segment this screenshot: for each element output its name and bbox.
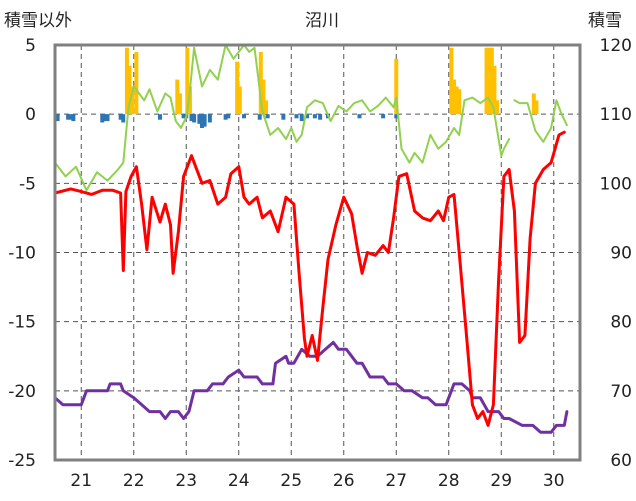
precip_pos-bar [134,51,139,115]
right-tick-label: 120 [600,36,632,56]
x-tick-label: 30 [543,471,565,491]
precip_neg-bar [197,114,202,124]
precip_neg-bar [312,114,317,119]
precip_pos-bar [261,79,266,115]
precip_neg-bar [226,114,231,119]
precip_neg-bar [242,114,246,119]
precip_pos-bar [124,47,129,115]
right-tick-labels: 120 110 100 90 80 70 60 [600,36,632,471]
precip_pos-bar [177,93,182,115]
precip_neg-bar [189,114,194,122]
x-tick-label: 22 [123,471,145,491]
chart-title: 沼川 [305,11,339,31]
left-tick-labels: 5 0 -5 -10 -15 -20 -25 [8,36,36,471]
precip_neg-bar [294,114,299,119]
precip_neg-bar [100,114,105,123]
precip_pos-bar [452,79,456,115]
precip_neg-bar [200,114,204,128]
precip_neg-bar [381,114,386,119]
left-tick-label: -25 [8,451,36,471]
right-tick-label: 100 [600,174,632,194]
right-tick-label: 110 [600,105,632,125]
left-tick-label: -20 [8,382,36,402]
left-tick-label: 5 [25,36,36,56]
precip_neg-bar [68,114,73,120]
precip_pos-bar [495,100,500,115]
precip_neg-bar [105,114,110,122]
precip_pos-bar [531,93,536,115]
x-tick-labels: 21 22 23 24 25 26 27 28 29 30 [70,471,564,491]
x-tick-label: 26 [333,471,355,491]
precip_pos-bar [264,100,269,115]
x-tick-label: 24 [228,471,250,491]
precip_neg-bar [66,114,71,120]
precip_pos-bar [492,65,497,115]
precip_neg-bar [394,114,399,119]
precip_pos-bar [237,86,242,115]
precip_neg-bar [207,114,212,123]
precip_pos-bar [454,86,459,115]
precip_pos-bar [187,86,192,115]
precip_pos-bar [235,61,240,115]
precip_neg-bar [118,114,123,120]
precip_neg-bar [318,114,323,120]
plot-frame [53,43,582,462]
precip_pos-bar [457,89,462,115]
precip_pos-bar [175,79,180,115]
precip_pos-bar [534,100,539,115]
precip_pos-bar [484,47,489,115]
precip_neg-bar [265,114,270,119]
x-tick-label: 25 [280,471,302,491]
left-tick-label: -10 [8,244,36,264]
precip_pos-bar [394,58,399,115]
right-tick-label: 90 [610,244,632,264]
precip_neg-bar [223,114,228,120]
temperature-line [53,130,566,427]
precip_pos-bar [127,65,132,115]
precip_neg-bar [357,114,362,119]
precip-bars [55,47,539,128]
precip_pos-bar [487,47,492,115]
precip_neg-bar [158,114,162,120]
precip_neg-bar [305,114,309,119]
x-tick-label: 21 [70,471,92,491]
precip_neg-bar [281,114,286,120]
x-tick-label: 28 [438,471,460,491]
snow_depth-line [53,340,569,434]
precip_neg-bar [55,114,60,122]
precip_pos-bar [130,86,135,115]
precip_neg-bar [121,114,126,123]
left-tick-label: 0 [25,105,36,125]
humidity-line [513,99,568,143]
right-tick-label: 60 [610,451,632,471]
precip_pos-bar [449,47,454,115]
left-tick-label: -15 [8,313,36,333]
x-tick-label: 23 [175,471,197,491]
precip_neg-bar [257,114,262,120]
right-tick-label: 70 [610,382,632,402]
precip_pos-bar [489,47,494,115]
left-axis-label: 積雪以外 [4,11,72,31]
x-tick-label: 27 [385,471,407,491]
precip_neg-bar [102,114,107,122]
precip_neg-bar [192,114,197,123]
right-axis-label: 積雪 [588,11,622,31]
precip_neg-bar [181,114,186,119]
humidity-line [54,44,511,192]
precip_neg-bar [71,114,76,122]
precip_neg-bar [299,114,304,122]
series-lines [53,44,569,434]
right-tick-label: 80 [610,313,632,333]
precip_pos-bar [185,47,190,115]
x-tick-label: 29 [490,471,512,491]
left-tick-label: -5 [19,174,36,194]
precip_pos-bar [258,51,263,115]
precip_neg-bar [202,114,207,127]
